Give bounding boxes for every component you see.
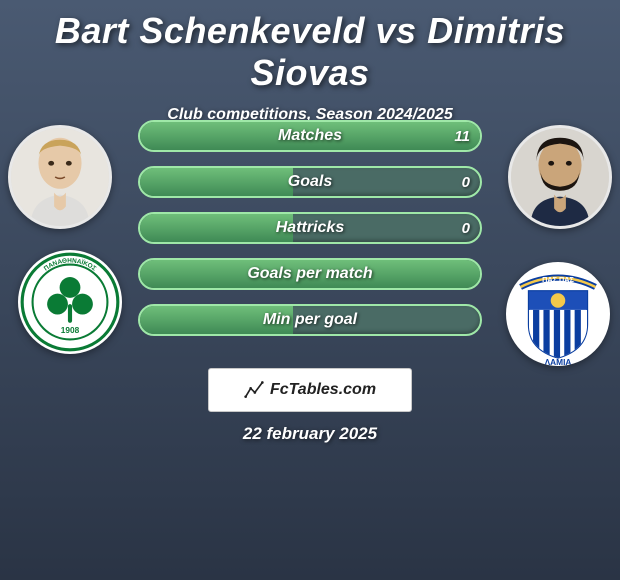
chart-icon bbox=[244, 380, 264, 400]
club-right-logo: ΠΑΣ ΠΑΣ ΛΑΜΙΑ bbox=[506, 262, 610, 366]
stat-label: Hattricks bbox=[140, 214, 480, 242]
stat-bar: Goals0 bbox=[138, 166, 482, 198]
stat-label: Matches bbox=[140, 122, 480, 150]
stat-label: Goals per match bbox=[140, 260, 480, 288]
stat-value: 11 bbox=[454, 122, 470, 150]
stats-container: Matches11Goals0Hattricks0Goals per match… bbox=[138, 120, 482, 350]
svg-text:ΛΑΜΙΑ: ΛΑΜΙΑ bbox=[545, 357, 572, 366]
fctables-badge: FcTables.com bbox=[208, 368, 412, 412]
stat-bar: Min per goal bbox=[138, 304, 482, 336]
stat-bar: Hattricks0 bbox=[138, 212, 482, 244]
svg-text:ΠΑΣ ΠΑΣ: ΠΑΣ ΠΑΣ bbox=[542, 275, 574, 284]
stat-label: Min per goal bbox=[140, 306, 480, 334]
stat-value: 0 bbox=[462, 214, 470, 242]
player-left-avatar bbox=[8, 125, 112, 229]
player-right-avatar bbox=[508, 125, 612, 229]
svg-text:1908: 1908 bbox=[61, 325, 80, 335]
stat-value: 0 bbox=[462, 168, 470, 196]
badge-text: FcTables.com bbox=[270, 381, 376, 399]
stat-label: Goals bbox=[140, 168, 480, 196]
club-left-logo: 1908 ΠΑΝΑΘΗΝΑΪΚΟΣ bbox=[18, 250, 122, 354]
date: 22 february 2025 bbox=[0, 424, 620, 444]
stat-bar: Matches11 bbox=[138, 120, 482, 152]
stat-bar: Goals per match bbox=[138, 258, 482, 290]
page-title: Bart Schenkeveld vs Dimitris Siovas bbox=[0, 0, 620, 94]
